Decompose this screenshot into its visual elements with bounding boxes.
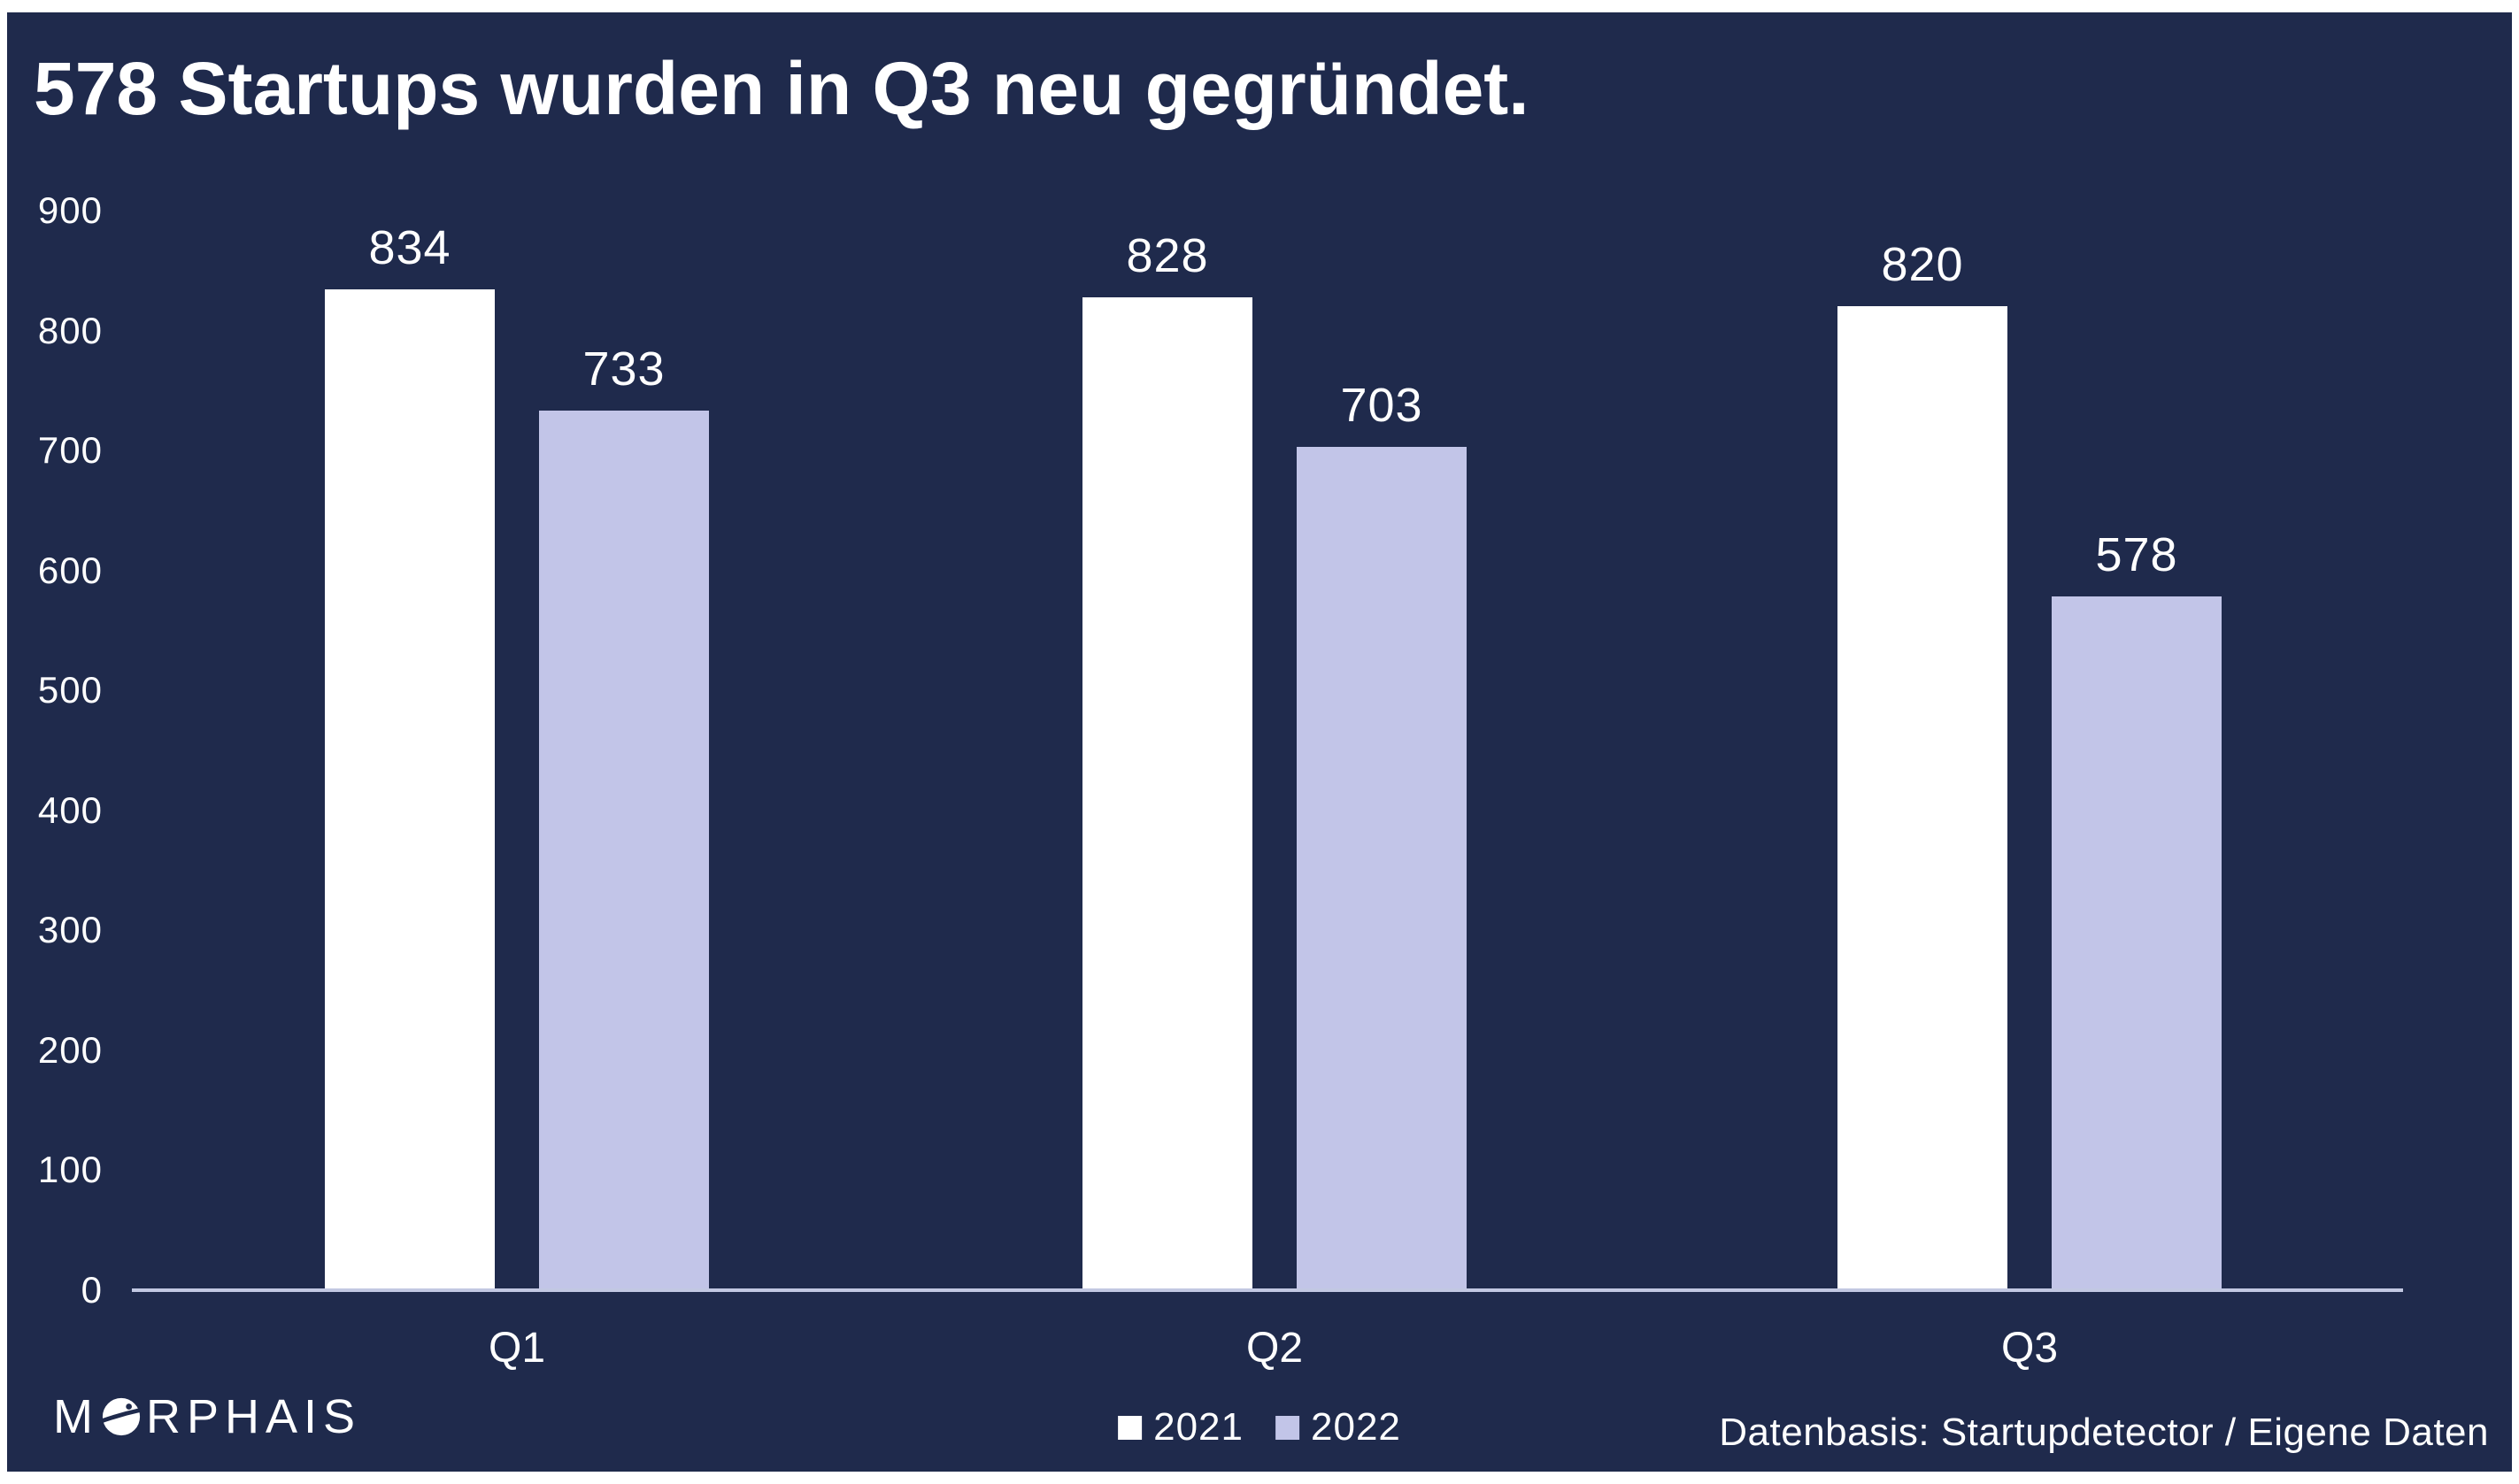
bar-value-label: 703 — [1340, 379, 1423, 433]
y-tick-label: 700 — [37, 429, 103, 472]
source-note: Datenbasis: Startupdetector / Eigene Dat… — [1719, 1411, 2489, 1454]
legend-label: 2021 — [1153, 1405, 1244, 1449]
bar-2022-Q1 — [539, 411, 709, 1290]
bar-value-label: 828 — [1126, 228, 1209, 282]
legend-item-2021: 2021 — [1118, 1405, 1244, 1449]
morphais-logo: M RPHAIS — [53, 1389, 361, 1444]
y-tick-label: 800 — [37, 309, 103, 351]
logo-letters: RPHAIS — [145, 1390, 362, 1443]
chart-canvas: 578 Startups wurden in Q3 neu gegründet.… — [7, 12, 2512, 1472]
y-tick-label: 100 — [37, 1149, 103, 1191]
y-tick-label: 400 — [37, 788, 103, 831]
bar-2021-Q2 — [1082, 296, 1252, 1290]
plot-area: 834 733 828 703 820 578 — [7, 12, 2512, 1472]
y-tick-label: 600 — [37, 549, 103, 591]
y-tick-label: 500 — [37, 669, 103, 711]
y-tick-label: 900 — [37, 189, 103, 231]
category-label-Q2: Q2 — [1245, 1325, 1304, 1372]
bar-2021-Q1 — [325, 289, 495, 1290]
logo-letter-m: M — [53, 1390, 99, 1443]
x-axis-line — [132, 1288, 2403, 1292]
legend-swatch-2021 — [1118, 1415, 1143, 1440]
y-tick-label: 300 — [37, 909, 103, 951]
bar-value-label: 820 — [1881, 238, 1964, 292]
bar-2021-Q3 — [1837, 306, 2007, 1290]
planet-icon — [101, 1397, 142, 1436]
category-label-Q1: Q1 — [488, 1325, 546, 1372]
legend: 2021 2022 — [1118, 1405, 1401, 1449]
chart-title: 578 Startups wurden in Q3 neu gegründet. — [34, 47, 1529, 130]
y-tick-label: 0 — [81, 1269, 103, 1311]
bar-value-label: 578 — [2095, 528, 2178, 582]
legend-label: 2022 — [1311, 1405, 1401, 1449]
bar-value-label: 733 — [582, 342, 666, 396]
y-axis: 0 100 200 300 400 500 600 700 800 900 — [7, 12, 103, 1472]
legend-swatch-2022 — [1275, 1415, 1299, 1440]
y-tick-label: 200 — [37, 1028, 103, 1071]
bar-value-label: 834 — [368, 221, 451, 275]
category-label-Q3: Q3 — [2000, 1325, 2059, 1372]
bar-2022-Q2 — [1297, 447, 1467, 1290]
legend-item-2022: 2022 — [1275, 1405, 1401, 1449]
bar-2022-Q3 — [2052, 596, 2222, 1290]
